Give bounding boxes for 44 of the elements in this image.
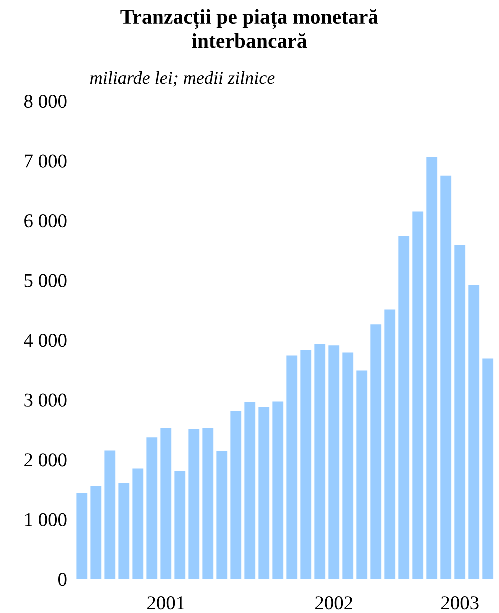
bar [216,451,228,580]
y-tick-label: 4 000 [24,334,67,348]
y-tick-label: 6 000 [24,214,67,228]
bar [300,350,312,580]
y-tick-label: 5 000 [24,274,67,288]
bar [398,236,410,580]
bar [412,212,424,580]
bar [230,411,242,580]
bar [174,471,186,580]
y-tick-label: 8 000 [24,94,67,108]
bar [146,438,158,580]
y-tick-label: 7 000 [25,154,67,168]
bar [482,358,494,580]
bar [118,483,130,580]
chart-subtitle: miliarde lei; medii zilnice [90,72,275,87]
bar [90,486,102,580]
bar [342,352,354,580]
bar [244,402,256,580]
bar [104,450,116,580]
bar [160,428,172,580]
bar [370,324,382,580]
bar [188,429,200,580]
x-tick-label: 2001 [148,596,184,610]
y-tick-label: 0 [58,573,67,586]
bar [384,310,396,580]
y-tick-label: 1 000 [25,513,67,526]
bar [440,176,452,580]
bar [202,428,214,580]
bar [286,356,298,580]
y-tick-label: 2 000 [24,454,67,467]
bar [132,468,144,580]
x-tick-label: 2002 [316,596,352,610]
chart-title: Tranzacții pe piața monetară interbancară [120,9,378,48]
bar [328,346,340,580]
x-tick-label: 2003 [442,596,479,610]
bar [356,370,368,580]
bar [314,344,326,580]
y-tick-label: 3 000 [24,394,67,407]
bar [468,285,480,580]
bar [272,402,284,580]
bar [76,493,88,580]
bar [258,407,270,580]
bar [454,245,466,580]
bar [426,157,438,580]
